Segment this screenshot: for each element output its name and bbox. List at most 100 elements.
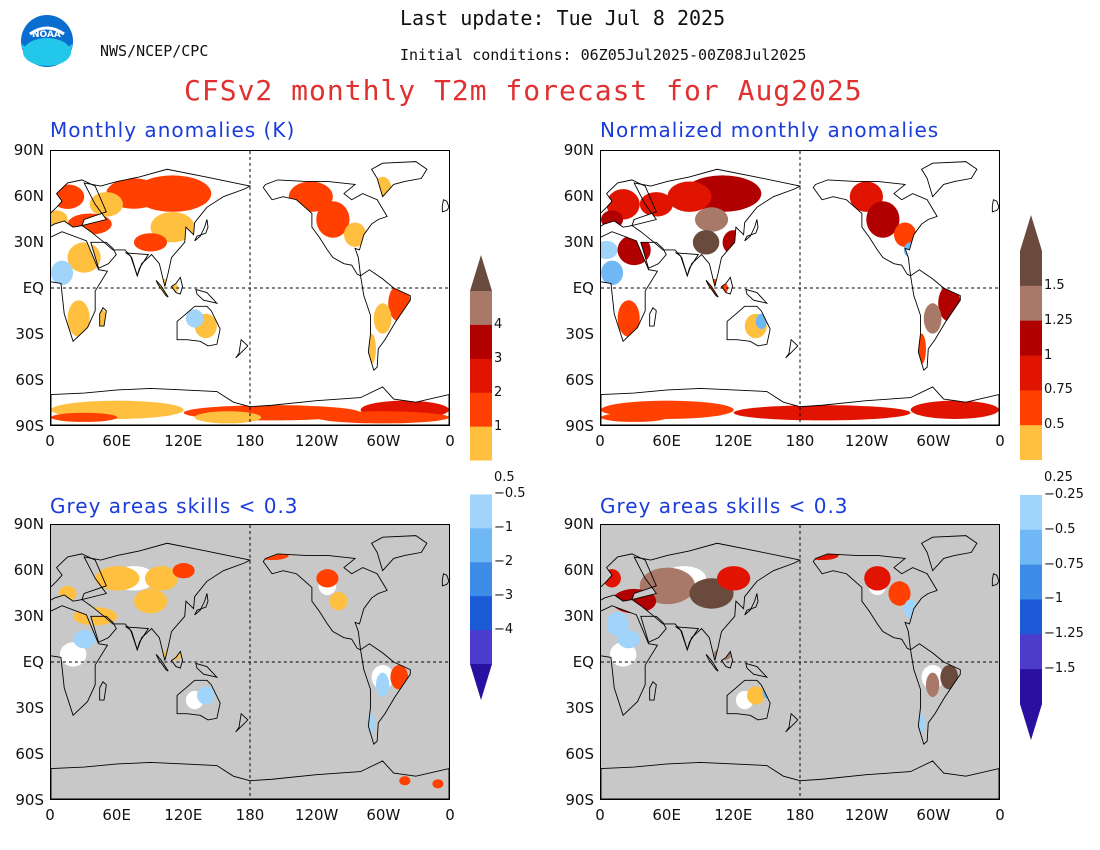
anomaly-region (894, 222, 917, 247)
colorbar-label: −1.25 (1044, 626, 1084, 642)
lon-label: 0 (595, 432, 605, 450)
coastline-uk (991, 573, 999, 587)
lat-label: 30S (15, 699, 44, 717)
lat-label: 60N (13, 187, 44, 205)
map-normalized-svg (601, 151, 999, 425)
lat-label: 60S (565, 371, 594, 389)
last-update: Last update: Tue Jul 8 2025 (400, 6, 726, 30)
lon-label: 0 (995, 432, 1005, 450)
anomaly-region (429, 230, 447, 255)
anomaly-region (51, 210, 68, 229)
colorbar-label: 2 (494, 384, 503, 400)
lon-label: 60E (102, 806, 131, 824)
coastline-new_guinea (195, 662, 219, 678)
colorbar-label: 0.75 (1044, 382, 1073, 398)
lat-label: 60N (563, 187, 594, 205)
colorbar-segment (470, 596, 492, 631)
anomaly-region (601, 412, 668, 422)
colorbar-segment (1020, 634, 1042, 670)
anomaly-region (617, 630, 640, 649)
anomaly-region (373, 303, 392, 334)
lon-label: 60W (916, 806, 951, 824)
anomaly-region (692, 230, 720, 255)
lat-label: 90N (13, 141, 44, 159)
coastline-antarctica (51, 760, 449, 799)
coastline-greenland (370, 535, 428, 572)
anomaly-region (639, 192, 673, 217)
colorbar-normalized (1020, 215, 1042, 740)
coastline-nz (785, 338, 799, 359)
colorbar-segment (1020, 251, 1042, 287)
anomaly-region (746, 686, 765, 705)
coastline-new_guinea (745, 288, 769, 304)
anomaly-region (89, 192, 123, 217)
coastline-antarctica (601, 760, 999, 799)
lon-label: 0 (45, 432, 55, 450)
anomaly-region (722, 230, 745, 255)
initial-conditions: Initial conditions: 06Z05Jul2025-00Z08Ju… (400, 46, 807, 64)
coastline-sumatra (705, 280, 719, 298)
coastline-sumatra (705, 654, 719, 672)
lon-label: 0 (995, 806, 1005, 824)
anomaly-region (133, 233, 168, 252)
lon-label: 60W (366, 806, 401, 824)
lat-label: EQ (22, 279, 44, 297)
coastline-sumatra (155, 280, 169, 298)
coastline-australia (726, 305, 771, 347)
anomaly-region (73, 630, 96, 649)
coastline-africa (601, 605, 659, 717)
map-skill-right-svg (601, 525, 999, 799)
lat-label: 60N (13, 561, 44, 579)
colorbar-top-triangle (470, 255, 492, 291)
anomaly-region (194, 411, 262, 424)
anomaly-region (617, 300, 640, 337)
coastline-madagascar (99, 681, 107, 701)
coastline-arabia (640, 615, 667, 643)
coastline-madagascar (649, 307, 657, 327)
anomaly-region (172, 563, 195, 579)
lat-label: 90N (563, 141, 594, 159)
lat-label: 90N (13, 515, 44, 533)
colorbar-segment (1020, 320, 1042, 357)
anomaly-region (923, 303, 942, 334)
anomaly-region (368, 713, 375, 732)
panel-title-normalized: Normalized monthly anomalies (600, 118, 940, 142)
coastline-madagascar (99, 307, 107, 327)
coastline-europe (51, 179, 107, 228)
lon-label: 0 (445, 432, 455, 450)
colorbar-segment (1020, 285, 1042, 322)
lat-label: 60N (563, 561, 594, 579)
lon-label: 0 (45, 806, 55, 824)
anomaly-region (866, 201, 900, 238)
noaa-logo: NOAA (20, 14, 74, 68)
lat-label: 60S (565, 745, 594, 763)
lat-label: EQ (572, 653, 594, 671)
lat-label: 30N (563, 233, 594, 251)
no-skill-region (59, 642, 87, 667)
coastline-greenland (920, 161, 978, 198)
coastline-india_pen (124, 252, 150, 278)
lat-label: EQ (572, 279, 594, 297)
colorbar-segment (470, 528, 492, 563)
colorbar-label: 0.5 (494, 469, 515, 485)
anomaly-region (329, 592, 348, 611)
anomaly-region (51, 412, 118, 422)
lat-label: 30S (565, 699, 594, 717)
coastline-s_america (360, 643, 411, 746)
anomaly-region (185, 309, 204, 328)
colorbar-anomalies (470, 255, 492, 700)
anomaly-region (918, 713, 925, 732)
map-anomalies (50, 150, 450, 426)
coastline-new_guinea (745, 662, 769, 678)
main-title: CFSv2 monthly T2m forecast for Aug2025 (184, 74, 863, 107)
anomaly-region (144, 566, 179, 591)
anomaly-region (375, 672, 390, 698)
lat-label: 30N (563, 607, 594, 625)
map-normalized (600, 150, 1000, 426)
anomaly-region (95, 566, 140, 591)
colorbar-bottom-triangle (470, 664, 492, 700)
anomaly-region (733, 405, 911, 421)
anomaly-region (888, 581, 911, 606)
anomaly-region (864, 566, 891, 591)
colorbar-label: −0.5 (1044, 521, 1076, 537)
